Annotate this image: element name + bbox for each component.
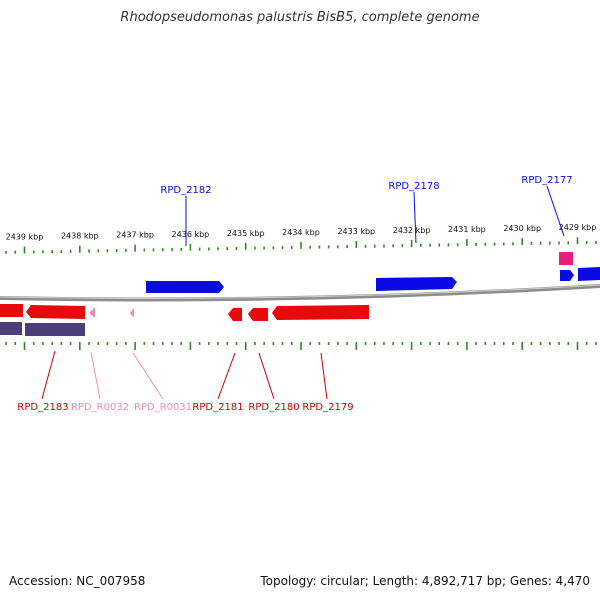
ruler-label: 2431 kbp (448, 225, 486, 234)
feature-purple-left (0, 322, 22, 335)
other-features (0, 322, 85, 336)
ruler-label: 2438 kbp (61, 232, 99, 241)
gene-rpd-r0032 (89, 307, 95, 318)
label-rpd-r0031: RPD_R0031 (134, 402, 192, 413)
gene-rpd-2178 (376, 277, 457, 291)
gene-rpd-2182 (146, 281, 224, 293)
reverse-genes (0, 304, 369, 321)
gene-rpd-2176 (578, 267, 600, 281)
label-rpd-2180: RPD_2180 (248, 402, 299, 413)
top-gene-labels: RPD_2182 RPD_2178 RPD_2177 (160, 175, 572, 196)
gene-rpd-2181 (228, 308, 242, 321)
feature-magenta (559, 252, 573, 265)
bottom-gene-labels: RPD_2183 RPD_R0032 RPD_R0031 RPD_2181 RP… (17, 402, 353, 413)
label-rpd-2179: RPD_2179 (302, 402, 353, 413)
gene-rpd-2177 (560, 270, 574, 281)
genome-backbone (0, 284, 600, 302)
ruler-label: 2436 kbp (172, 230, 210, 239)
inner-tick-ring (5, 342, 597, 350)
top-leaders (185, 185, 565, 246)
ruler-label: 2439 kbp (6, 233, 44, 242)
ruler-label: 2435 kbp (227, 229, 265, 238)
label-rpd-2181: RPD_2181 (192, 402, 243, 413)
label-rpd-2183: RPD_2183 (17, 402, 68, 413)
gene-rpd-2183 (26, 305, 85, 319)
outer-tick-ring (5, 237, 597, 254)
gene-rpd-r0031 (130, 308, 134, 318)
feature-purple (25, 323, 85, 336)
ruler-label: 2429 kbp (559, 223, 597, 232)
forward-genes (146, 252, 600, 293)
ruler-labels: 2439 kbp 2438 kbp 2437 kbp 2436 kbp 2435 kbp… (6, 223, 597, 241)
ruler-label: 2433 kbp (337, 227, 375, 236)
ruler-label: 2432 kbp (393, 226, 431, 235)
gene-rpd-2183-left (0, 304, 23, 317)
ruler-label: 2430 kbp (503, 224, 541, 233)
accession-text: Accession: NC_007958 (9, 574, 146, 588)
label-rpd-2182: RPD_2182 (160, 185, 211, 196)
map-title: Rhodopseudomonas palustris BisB5, comple… (120, 10, 480, 25)
label-rpd-r0032: RPD_R0032 (71, 402, 129, 413)
bottom-leaders (41, 350, 328, 400)
gene-rpd-2180 (248, 308, 268, 321)
gene-rpd-2179 (272, 305, 369, 320)
genome-summary-text: Topology: circular; Length: 4,892,717 bp… (260, 574, 590, 588)
ruler-label: 2434 kbp (282, 228, 320, 237)
label-rpd-2177: RPD_2177 (521, 175, 572, 186)
ruler-label: 2437 kbp (116, 231, 154, 240)
label-rpd-2178: RPD_2178 (388, 181, 439, 192)
